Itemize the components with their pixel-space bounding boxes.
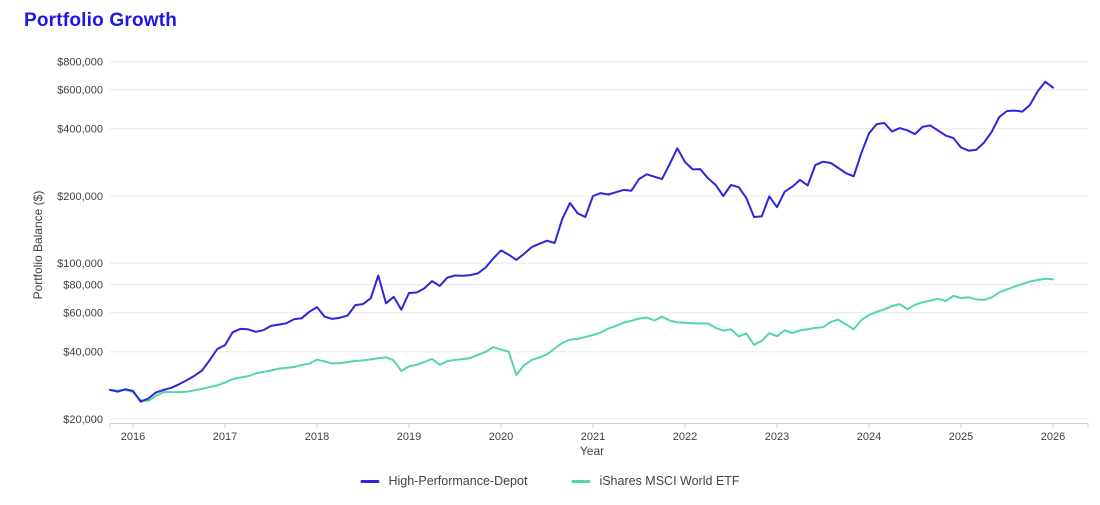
legend-item-ishares-msci-world-etf[interactable]: iShares MSCI World ETF (571, 474, 740, 488)
x-tick-label: 2019 (397, 431, 421, 443)
y-tick-label: $80,000 (63, 280, 103, 292)
x-tick-label: 2020 (489, 431, 513, 443)
x-tick-label: 2025 (949, 431, 973, 443)
y-tick-label: $200,000 (57, 191, 103, 203)
chart-plot-area: $800,000 $600,000 $400,000 $200,000 $100,000… (57, 57, 1089, 443)
y-tick-label: $20,000 (63, 414, 103, 426)
series-line-high-performance-depot (109, 80, 1054, 403)
x-axis-title: Year (579, 444, 605, 458)
y-axis-title: Portfolio Balance ($) (31, 190, 45, 300)
x-tick-label: 2026 (1041, 431, 1065, 443)
y-tick-label: $100,000 (57, 258, 103, 270)
x-tick-label: 2023 (765, 431, 789, 443)
x-tick-label: 2024 (857, 431, 881, 443)
page-title: Portfolio Growth (24, 10, 178, 31)
legend-label: High-Performance-Depot (388, 474, 528, 488)
series-line-ishares-msci-world-etf (109, 277, 1054, 402)
y-tick-label: $600,000 (57, 84, 103, 96)
x-tick-label: 2018 (305, 431, 329, 443)
legend-label: iShares MSCI World ETF (599, 474, 740, 488)
x-tick-label: 2017 (213, 431, 237, 443)
y-tick-label: $800,000 (57, 57, 103, 69)
y-tick-label: $400,000 (57, 124, 103, 136)
x-tick-label: 2022 (673, 431, 697, 443)
legend-line-swatch-blue (360, 479, 380, 483)
x-tick-label: 2021 (581, 431, 605, 443)
legend-line-swatch-teal (571, 479, 591, 483)
chart-legend: High-Performance-Depot iShares MSCI Worl… (360, 474, 740, 488)
y-tick-label: $60,000 (63, 307, 103, 319)
x-tick-label: 2016 (121, 431, 145, 443)
legend-item-high-performance-depot[interactable]: High-Performance-Depot (360, 474, 527, 488)
y-tick-label: $40,000 (63, 347, 103, 359)
